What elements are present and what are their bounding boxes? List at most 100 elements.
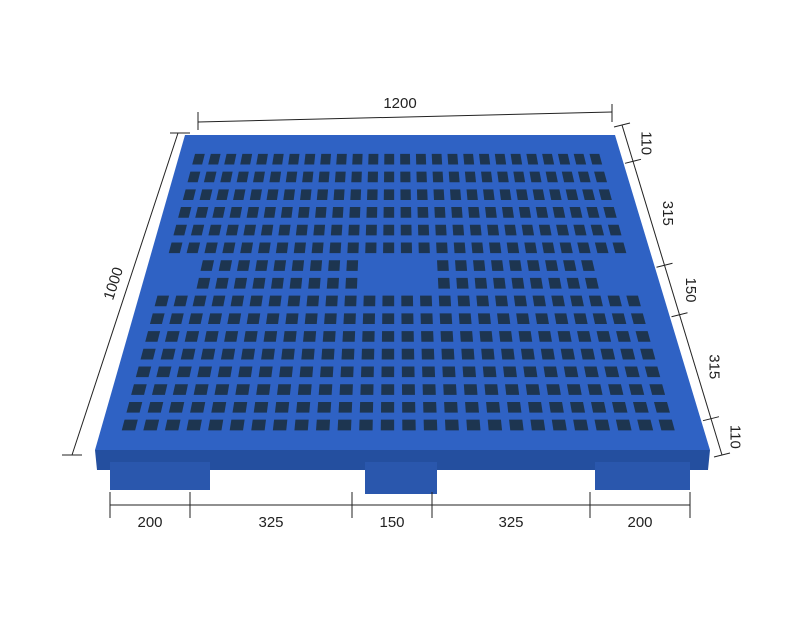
right-dimension-label: 315 xyxy=(659,201,676,226)
deck-hole xyxy=(308,277,321,289)
deck-hole xyxy=(507,401,522,413)
deck-hole xyxy=(523,366,538,378)
deck-hole xyxy=(573,153,587,165)
deck-hole xyxy=(400,242,413,254)
deck-hole xyxy=(255,260,269,271)
deck-hole xyxy=(285,313,299,324)
deck-hole xyxy=(212,207,226,218)
deck-hole xyxy=(182,189,196,200)
deck-hole xyxy=(240,153,253,165)
deck-hole xyxy=(359,419,373,431)
deck-hole xyxy=(456,277,469,289)
deck-hole xyxy=(279,366,293,378)
deck-hole xyxy=(455,260,468,271)
tick xyxy=(702,416,720,422)
deck-hole xyxy=(332,207,344,218)
deck-hole xyxy=(275,242,289,254)
deck-hole xyxy=(200,260,215,271)
deck-hole xyxy=(184,331,200,342)
deck-hole xyxy=(348,224,360,236)
deck-hole xyxy=(481,348,495,360)
deck-hole xyxy=(400,153,411,165)
deck-hole xyxy=(186,419,202,431)
deck-hole xyxy=(640,348,656,360)
deck-hole xyxy=(612,242,627,254)
deck-hole xyxy=(487,224,500,236)
deck-hole xyxy=(582,189,596,200)
pallet-leg-left xyxy=(110,462,210,490)
tick xyxy=(624,158,642,164)
deck-hole xyxy=(491,260,504,271)
deck-hole xyxy=(220,348,236,360)
deck-hole xyxy=(401,348,415,360)
deck-hole xyxy=(509,260,522,271)
deck-hole xyxy=(164,331,180,342)
deck-hole xyxy=(345,277,358,289)
deck-hole xyxy=(361,348,375,360)
deck-hole xyxy=(329,242,342,254)
deck-hole xyxy=(401,313,414,324)
deck-hole xyxy=(360,384,374,395)
deck-hole xyxy=(197,366,212,378)
deck-hole xyxy=(225,224,239,236)
deck-hole xyxy=(549,401,564,413)
deck-hole xyxy=(204,331,219,342)
deck-hole xyxy=(417,224,430,236)
deck-hole xyxy=(477,313,491,324)
deck-hole xyxy=(495,295,509,307)
deck-hole xyxy=(241,348,256,360)
deck-hole xyxy=(343,313,356,324)
deck-hole xyxy=(154,295,170,307)
deck-hole xyxy=(540,348,555,360)
deck-hole xyxy=(301,348,315,360)
deck-hole xyxy=(330,224,343,236)
deck-hole xyxy=(598,189,612,200)
deck-hole xyxy=(469,224,482,236)
deck-hole xyxy=(381,366,395,378)
deck-hole xyxy=(302,171,314,183)
deck-hole xyxy=(483,189,495,200)
deck-hole xyxy=(340,366,354,378)
deck-hole xyxy=(270,277,284,289)
deck-hole xyxy=(263,331,278,342)
deck-hole xyxy=(516,189,529,200)
deck-hole xyxy=(233,189,246,200)
deck-hole xyxy=(552,207,566,218)
deck-hole xyxy=(420,295,433,307)
deck-hole xyxy=(382,295,395,307)
deck-hole xyxy=(382,313,395,324)
deck-hole xyxy=(563,366,579,378)
deck-hole xyxy=(401,366,415,378)
deck-holes xyxy=(121,153,675,431)
deck-hole xyxy=(612,401,628,413)
bottom-dimension-label: 325 xyxy=(498,514,523,531)
deck-hole xyxy=(481,171,493,183)
deck-hole xyxy=(580,348,596,360)
deck-hole xyxy=(415,153,427,165)
deck-hole xyxy=(291,260,305,271)
deck-hole xyxy=(549,189,562,200)
deck-hole xyxy=(584,366,599,378)
deck-hole xyxy=(299,366,314,378)
deck-hole xyxy=(442,366,456,378)
deck-hole xyxy=(545,171,558,183)
deck-hole xyxy=(381,384,395,395)
pallet-side xyxy=(95,450,710,470)
deck-hole xyxy=(266,313,280,324)
deck-hole xyxy=(422,384,436,395)
deck-hole xyxy=(266,189,279,200)
deck-hole xyxy=(402,401,416,413)
deck-hole xyxy=(416,189,428,200)
deck-hole xyxy=(203,171,217,183)
deck-hole xyxy=(541,242,555,254)
deck-hole xyxy=(233,277,248,289)
deck-hole xyxy=(156,366,172,378)
deck-hole xyxy=(252,277,266,289)
deck-hole xyxy=(187,171,201,183)
deck-hole xyxy=(504,224,517,236)
deck-hole xyxy=(318,171,330,183)
deck-hole xyxy=(431,153,443,165)
deck-hole xyxy=(220,171,233,183)
deck-hole xyxy=(352,153,363,165)
deck-hole xyxy=(644,366,661,378)
